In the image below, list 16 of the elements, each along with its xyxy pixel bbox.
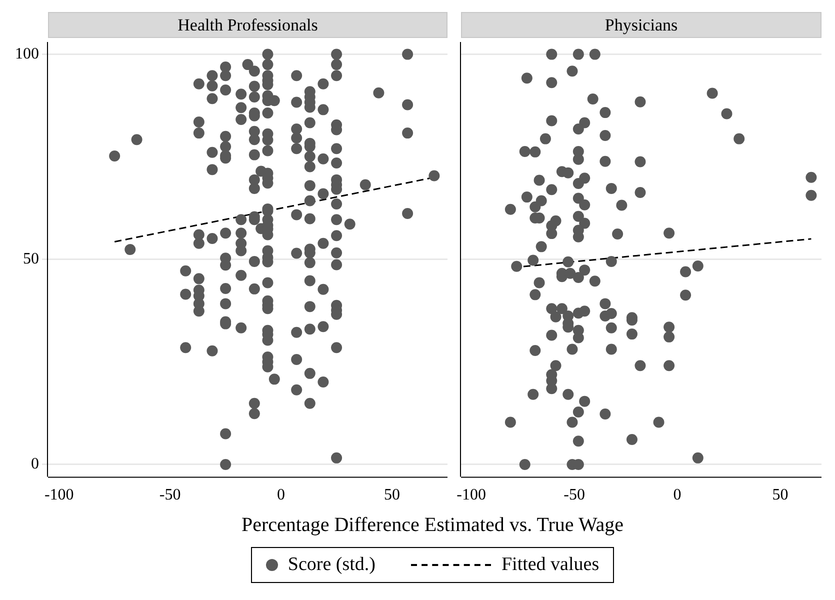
x-tick-label: -100 [456, 486, 486, 504]
legend-label: Fitted values [501, 554, 600, 576]
x-tick-label: 0 [277, 486, 286, 504]
x-tick-label: -100 [44, 486, 74, 504]
x-tick-label: 0 [673, 486, 682, 504]
x-tick-label: 50 [384, 486, 400, 504]
y-tick-label: 0 [31, 456, 39, 473]
chart-title: Health Professionals [178, 15, 318, 34]
legend-label: Score (std.) [288, 554, 376, 576]
chart-title: Physicians [604, 15, 678, 34]
x-tick-label: 50 [772, 486, 788, 504]
x-axis-title: Percentage Difference Estimated vs. True Wage [240, 514, 624, 537]
x-tick-label: -50 [159, 486, 181, 504]
x-tick-label: -50 [564, 486, 585, 504]
y-tick-label: 100 [15, 46, 39, 63]
y-tick-label: 50 [23, 250, 39, 268]
